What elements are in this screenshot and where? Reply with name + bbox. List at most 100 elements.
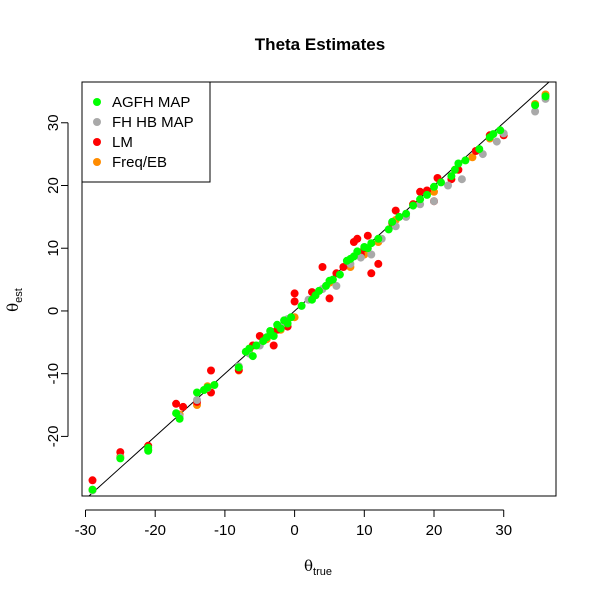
y-axis-label: θest bbox=[4, 288, 25, 312]
data-point bbox=[489, 130, 498, 139]
legend: AGFH MAP FH HB MAP LM Freq/EB bbox=[81, 81, 211, 183]
data-point bbox=[416, 187, 425, 196]
data-point bbox=[353, 247, 362, 256]
data-point bbox=[492, 137, 501, 146]
y-tick-label: 0 bbox=[45, 307, 62, 315]
data-point bbox=[203, 383, 212, 392]
legend-box bbox=[81, 81, 211, 183]
data-point bbox=[318, 263, 327, 271]
data-point bbox=[444, 181, 452, 190]
x-tick-label: -10 bbox=[214, 522, 236, 539]
data-point bbox=[290, 289, 299, 298]
data-point bbox=[339, 263, 348, 271]
data-point bbox=[328, 275, 337, 284]
data-point bbox=[475, 145, 484, 154]
legend-label: LM bbox=[112, 134, 133, 151]
legend-label: Freq/EB bbox=[112, 154, 167, 171]
x-tick-label: 10 bbox=[356, 522, 373, 539]
data-point bbox=[409, 201, 418, 210]
data-point bbox=[335, 270, 344, 279]
data-point bbox=[207, 366, 215, 375]
data-point bbox=[245, 344, 254, 353]
y-tick-label: 30 bbox=[45, 114, 62, 131]
x-tick-label: 30 bbox=[495, 522, 512, 539]
data-point bbox=[450, 165, 459, 174]
data-point bbox=[454, 159, 463, 168]
data-point bbox=[496, 126, 505, 135]
y-tick-label: -10 bbox=[45, 363, 62, 385]
plot-area bbox=[81, 81, 557, 497]
data-point bbox=[402, 209, 411, 218]
x-tick-label: 20 bbox=[426, 522, 443, 539]
data-point bbox=[276, 324, 285, 333]
legend-label: FH HB MAP bbox=[112, 114, 194, 131]
data-point bbox=[290, 297, 299, 306]
data-point bbox=[374, 234, 383, 243]
y-axis: -20 -10 0 10 20 30 bbox=[45, 114, 69, 448]
data-point bbox=[367, 269, 376, 278]
data-point bbox=[315, 286, 323, 295]
data-point bbox=[363, 231, 372, 240]
data-point bbox=[437, 178, 445, 187]
data-point bbox=[193, 396, 201, 404]
data-point bbox=[541, 92, 550, 101]
data-point bbox=[193, 388, 201, 397]
data-point bbox=[269, 341, 278, 350]
legend-item-agfh-map: AGFH MAP bbox=[93, 94, 190, 111]
data-point bbox=[531, 101, 540, 110]
data-point bbox=[468, 153, 477, 162]
data-point bbox=[325, 294, 334, 303]
y-tick-label: -20 bbox=[45, 426, 62, 448]
data-point bbox=[332, 281, 341, 290]
data-point bbox=[457, 175, 466, 184]
data-point bbox=[395, 212, 404, 221]
legend-item-fh-hb-map: FH HB MAP bbox=[93, 114, 194, 131]
data-point bbox=[430, 182, 438, 191]
y-axis-label-subscript: est bbox=[13, 288, 25, 303]
data-point bbox=[144, 443, 153, 452]
data-point bbox=[297, 301, 306, 310]
data-point bbox=[461, 156, 470, 165]
legend-item-lm: LM bbox=[93, 134, 133, 151]
y-axis-label-symbol: θ bbox=[4, 303, 22, 312]
x-axis: -30 -20 -10 0 10 20 30 bbox=[75, 509, 512, 539]
data-point bbox=[234, 363, 243, 372]
data-points bbox=[88, 90, 550, 495]
data-point bbox=[447, 172, 456, 181]
data-point bbox=[388, 217, 397, 226]
data-point bbox=[179, 402, 188, 411]
data-point bbox=[210, 381, 219, 389]
data-point bbox=[391, 206, 400, 215]
data-point bbox=[531, 107, 540, 116]
data-point bbox=[88, 476, 97, 485]
data-point bbox=[116, 448, 125, 457]
x-tick-label: -20 bbox=[144, 522, 166, 539]
data-point bbox=[283, 319, 292, 328]
legend-marker bbox=[93, 118, 101, 126]
x-axis-label-subscript: true bbox=[313, 566, 332, 578]
data-point bbox=[384, 225, 393, 234]
data-point bbox=[88, 485, 97, 494]
y-tick-label: 20 bbox=[45, 177, 62, 194]
legend-marker bbox=[93, 138, 101, 146]
x-tick-label: 0 bbox=[290, 522, 298, 539]
data-point bbox=[374, 259, 383, 268]
data-point bbox=[116, 454, 125, 463]
x-axis-label-symbol: θ bbox=[304, 557, 313, 575]
data-point bbox=[175, 414, 184, 423]
plot-frame bbox=[81, 81, 557, 497]
data-point bbox=[172, 399, 181, 408]
data-point bbox=[353, 234, 362, 243]
x-axis-label: θtrue bbox=[304, 557, 332, 578]
y-tick-label: 10 bbox=[45, 240, 62, 257]
data-point bbox=[269, 332, 278, 340]
legend-label: AGFH MAP bbox=[112, 94, 190, 111]
data-point bbox=[356, 253, 365, 262]
data-point bbox=[287, 313, 296, 322]
x-tick-label: -30 bbox=[75, 522, 97, 539]
legend-marker bbox=[93, 98, 101, 106]
data-point bbox=[416, 195, 425, 204]
data-point bbox=[252, 341, 261, 350]
legend-marker bbox=[93, 158, 101, 166]
data-point bbox=[262, 333, 271, 342]
